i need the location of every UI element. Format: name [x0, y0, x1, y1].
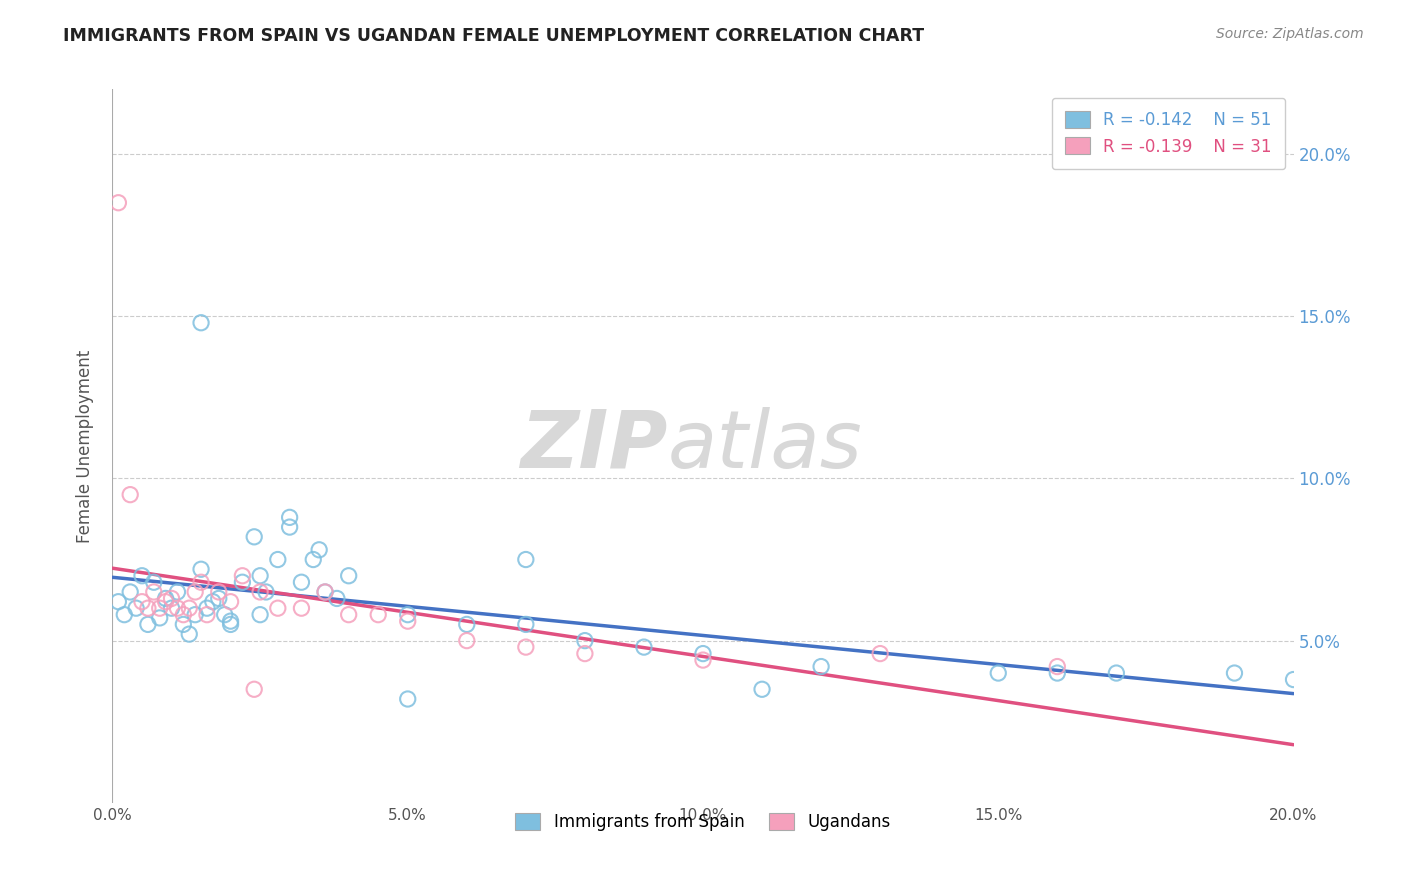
Point: [254, 585, 277, 599]
Point: [987, 666, 1010, 681]
Point: [574, 633, 596, 648]
Point: [131, 595, 153, 609]
Point: [219, 614, 242, 628]
Point: [172, 617, 194, 632]
Point: [112, 607, 135, 622]
Point: [1046, 666, 1069, 681]
Point: [515, 640, 537, 654]
Point: [396, 607, 419, 622]
Point: [231, 568, 253, 582]
Point: [136, 601, 159, 615]
Point: [249, 607, 271, 622]
Point: [1282, 673, 1305, 687]
Point: [125, 601, 148, 615]
Point: [190, 562, 212, 576]
Point: [155, 591, 177, 606]
Point: [302, 552, 325, 566]
Point: [290, 575, 312, 590]
Point: [219, 595, 242, 609]
Point: [166, 601, 188, 615]
Point: [337, 568, 360, 582]
Point: [267, 552, 290, 566]
Point: [142, 575, 165, 590]
Point: [1046, 659, 1069, 673]
Point: [201, 595, 224, 609]
Point: [149, 611, 172, 625]
Point: [231, 575, 253, 590]
Point: [692, 647, 714, 661]
Point: [810, 659, 832, 673]
Point: [367, 607, 389, 622]
Point: [314, 585, 336, 599]
Point: [308, 542, 330, 557]
Point: [120, 488, 142, 502]
Point: [214, 607, 236, 622]
Point: [869, 647, 891, 661]
Point: [692, 653, 714, 667]
Point: [337, 607, 360, 622]
Point: [195, 607, 218, 622]
Point: [278, 520, 301, 534]
Point: [184, 607, 207, 622]
Legend: Immigrants from Spain, Ugandans: Immigrants from Spain, Ugandans: [502, 799, 904, 845]
Point: [208, 585, 231, 599]
Point: [243, 682, 266, 697]
Point: [166, 585, 188, 599]
Point: [267, 601, 290, 615]
Point: [120, 585, 142, 599]
Point: [249, 568, 271, 582]
Point: [131, 568, 153, 582]
Text: ZIP: ZIP: [520, 407, 668, 485]
Text: atlas: atlas: [668, 407, 862, 485]
Point: [190, 575, 212, 590]
Point: [1223, 666, 1246, 681]
Point: [172, 607, 194, 622]
Point: [751, 682, 773, 697]
Point: [190, 316, 212, 330]
Point: [515, 552, 537, 566]
Point: [515, 617, 537, 632]
Point: [456, 633, 478, 648]
Point: [107, 195, 129, 210]
Point: [574, 647, 596, 661]
Point: [160, 601, 183, 615]
Point: [633, 640, 655, 654]
Point: [208, 591, 231, 606]
Point: [195, 601, 218, 615]
Point: [136, 617, 159, 632]
Point: [396, 692, 419, 706]
Point: [107, 595, 129, 609]
Point: [160, 591, 183, 606]
Point: [179, 601, 201, 615]
Point: [278, 510, 301, 524]
Point: [142, 585, 165, 599]
Point: [184, 585, 207, 599]
Point: [243, 530, 266, 544]
Y-axis label: Female Unemployment: Female Unemployment: [76, 350, 94, 542]
Point: [1105, 666, 1128, 681]
Text: Source: ZipAtlas.com: Source: ZipAtlas.com: [1216, 27, 1364, 41]
Point: [249, 585, 271, 599]
Point: [314, 585, 336, 599]
Text: IMMIGRANTS FROM SPAIN VS UGANDAN FEMALE UNEMPLOYMENT CORRELATION CHART: IMMIGRANTS FROM SPAIN VS UGANDAN FEMALE …: [63, 27, 924, 45]
Point: [149, 601, 172, 615]
Point: [290, 601, 312, 615]
Point: [179, 627, 201, 641]
Point: [456, 617, 478, 632]
Point: [219, 617, 242, 632]
Point: [326, 591, 349, 606]
Point: [155, 595, 177, 609]
Point: [396, 614, 419, 628]
